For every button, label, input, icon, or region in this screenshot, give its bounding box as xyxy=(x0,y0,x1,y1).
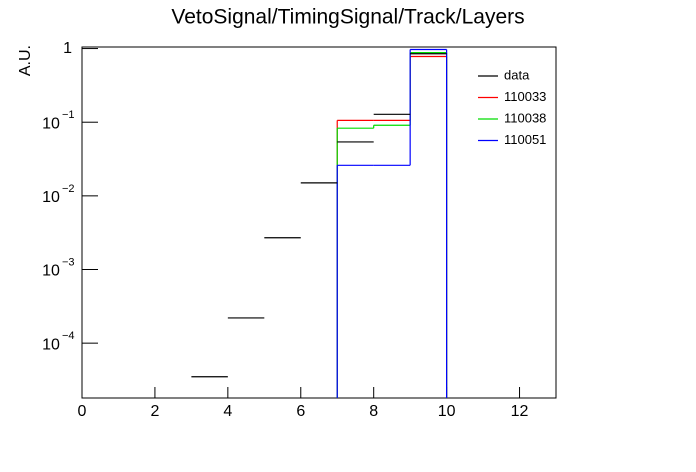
legend-label: 110038 xyxy=(504,110,546,125)
plot-frame xyxy=(81,46,557,399)
legend-label: data xyxy=(504,67,530,82)
y-tick-label: 10 xyxy=(42,263,60,280)
x-tick-label: 12 xyxy=(511,403,529,420)
legend-label: 110051 xyxy=(504,132,546,147)
x-tick-label: 4 xyxy=(223,403,232,420)
legend-label: 110033 xyxy=(504,89,546,104)
x-tick-label: 10 xyxy=(438,403,456,420)
y-tick-label: 10 xyxy=(42,336,60,353)
y-tick-label: 10 xyxy=(42,189,60,206)
y-tick-exponent: −2 xyxy=(62,183,75,195)
y-axis-label: A.U. xyxy=(17,45,34,76)
y-tick-exponent: −4 xyxy=(62,330,75,342)
x-tick-label: 2 xyxy=(150,403,159,420)
x-tick-label: 6 xyxy=(296,403,305,420)
y-tick-exponent: −1 xyxy=(62,109,75,121)
y-tick-label: 1 xyxy=(63,40,72,57)
x-tick-label: 0 xyxy=(78,403,87,420)
y-tick-exponent: −3 xyxy=(62,256,75,268)
y-tick-label: 10 xyxy=(42,115,60,132)
x-tick-label: 8 xyxy=(369,403,378,420)
chart-title: VetoSignal/TimingSignal/Track/Layers xyxy=(171,6,524,29)
